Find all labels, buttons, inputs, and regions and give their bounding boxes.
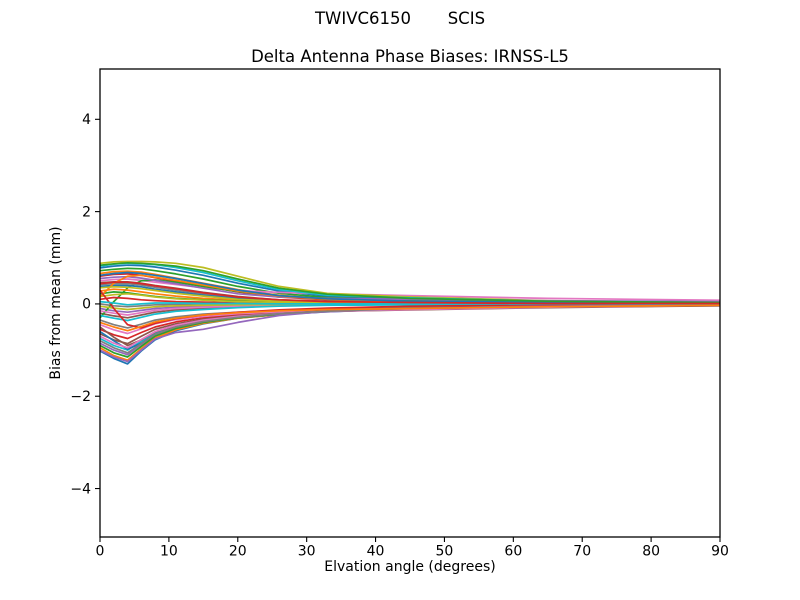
y-tick-label: 0 xyxy=(82,297,91,313)
bias-line-30 xyxy=(99,303,721,322)
bias-line-43 xyxy=(99,261,721,304)
x-tick-label: 50 xyxy=(436,544,454,560)
y-tick-label: −4 xyxy=(70,481,91,497)
axes-frame xyxy=(99,68,721,538)
bias-line-20 xyxy=(99,304,721,351)
bias-line-11 xyxy=(99,303,721,365)
bias-line-44 xyxy=(99,281,720,305)
bias-line-42 xyxy=(99,304,721,332)
x-tick-label: 30 xyxy=(298,544,316,560)
bias-line-40 xyxy=(99,300,720,306)
y-tick-label: 4 xyxy=(82,112,91,128)
x-tick-label: 0 xyxy=(96,544,105,560)
x-axis-label: Elvation angle (degrees) xyxy=(324,559,496,575)
bias-line-41 xyxy=(99,271,721,304)
bias-line-37 xyxy=(99,304,721,349)
x-tick-label: 20 xyxy=(229,544,247,560)
y-tick-label: 2 xyxy=(82,204,91,220)
bias-line-38 xyxy=(99,304,721,354)
figure-suptitle: TWIVC6150 SCIS xyxy=(314,9,486,28)
bias-line-35 xyxy=(99,303,721,363)
bias-line-09 xyxy=(99,260,721,303)
bias-line-28 xyxy=(99,303,721,329)
x-tick-label: 70 xyxy=(573,544,591,560)
x-tick-label: 80 xyxy=(642,544,660,560)
y-tick-label: −2 xyxy=(70,389,91,405)
bias-line-03 xyxy=(99,267,721,304)
x-tick-label: 10 xyxy=(160,544,178,560)
axes-title: Delta Antenna Phase Biases: IRNSS-L5 xyxy=(251,47,569,66)
x-tick-label: 90 xyxy=(711,544,729,560)
x-tick-label: 60 xyxy=(504,544,522,560)
x-tick-label: 40 xyxy=(367,544,385,560)
y-axis-label: Bias from mean (mm) xyxy=(48,226,64,380)
bias-line-12 xyxy=(99,304,721,362)
